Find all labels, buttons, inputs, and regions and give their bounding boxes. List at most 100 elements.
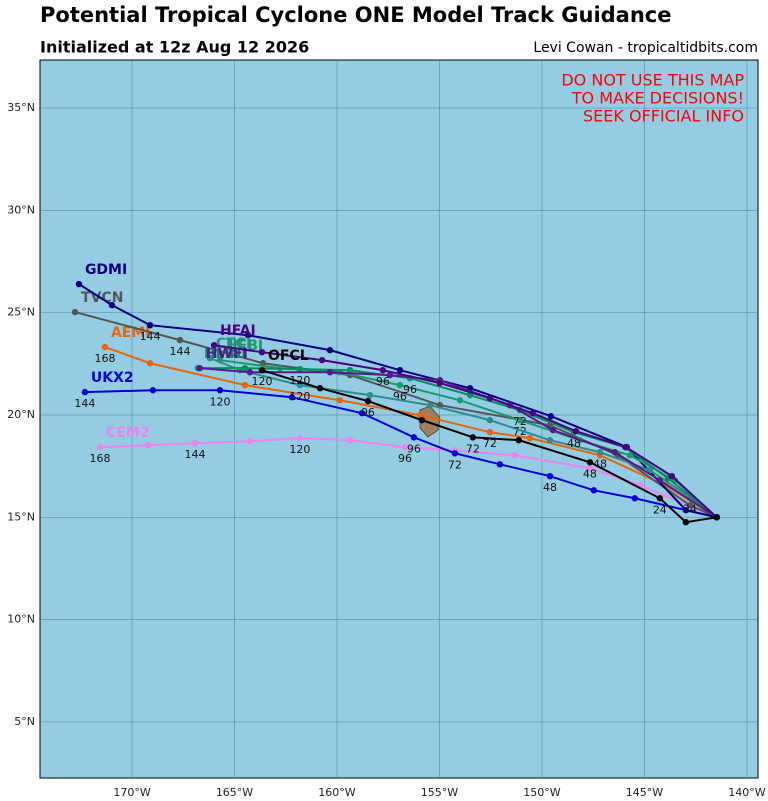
warning: SEEK OFFICIAL INFO: [583, 107, 744, 126]
track-point: [244, 332, 252, 339]
track-point: [546, 472, 554, 480]
track-point: [108, 301, 116, 309]
y-tick-label: 25°N: [7, 306, 35, 319]
track-point: [486, 395, 494, 402]
x-tick-label: 165°W: [216, 786, 253, 799]
track-point: [346, 366, 354, 374]
hour-label: 144: [74, 397, 95, 410]
track-point: [196, 364, 204, 372]
track-point: [326, 369, 334, 376]
map-frame: [39, 59, 759, 779]
track-line: [261, 369, 717, 524]
track-point: [296, 381, 304, 389]
hour-label: 144: [169, 345, 190, 358]
track-line: [84, 389, 718, 519]
track-point: [456, 397, 464, 404]
track-point: [418, 416, 426, 424]
track-point: [364, 397, 372, 405]
track-point: [241, 364, 249, 372]
track-point: [241, 381, 249, 389]
track-point: [486, 428, 494, 436]
hour-label: 96: [403, 383, 417, 396]
hour-label: 48: [567, 437, 581, 450]
track-point: [516, 416, 524, 424]
track-point: [713, 514, 721, 521]
y-tick-label: 30°N: [7, 203, 35, 216]
track-point: [258, 366, 266, 374]
y-tick-label: 35°N: [7, 101, 35, 114]
hour-label: 72: [483, 437, 497, 450]
track-point: [668, 472, 676, 480]
track-point: [526, 434, 534, 442]
track-point: [326, 346, 334, 354]
model-name: OFCL: [268, 348, 309, 364]
model-name: HWFI: [206, 346, 248, 362]
hour-label: 144: [184, 448, 205, 461]
title: Potential Tropical Cyclone ONE Model Tra…: [40, 3, 672, 27]
track-point: [316, 385, 324, 392]
y-tick-label: 20°N: [7, 408, 35, 421]
track-point: [346, 436, 354, 444]
track-point: [146, 321, 154, 329]
y-tick-label: 10°N: [7, 613, 35, 626]
track-point: [416, 412, 424, 419]
hour-label: 96: [361, 406, 375, 419]
track-point: [515, 436, 523, 444]
x-tick-label: 145°W: [626, 786, 663, 799]
track-point: [366, 391, 374, 399]
model-name: CEM2: [106, 425, 150, 441]
track-point: [631, 495, 639, 502]
track-point: [626, 452, 634, 459]
hour-label: 120: [209, 395, 230, 408]
hour-label: 72: [448, 458, 462, 471]
track-point: [379, 366, 387, 374]
hour-label: 24: [653, 503, 667, 516]
x-tick-label: 155°W: [421, 786, 458, 799]
y-tick-label: 5°N: [14, 715, 35, 728]
hour-label: 48: [543, 481, 557, 494]
track-point: [146, 360, 154, 367]
track-point: [258, 348, 266, 356]
track-point: [547, 413, 555, 420]
x-tick-label: 160°W: [318, 786, 355, 799]
hour-label: 168: [90, 452, 111, 465]
hour-label: 96: [398, 452, 412, 465]
track-point: [176, 336, 184, 344]
track-point: [486, 416, 494, 424]
credit: Levi Cowan - tropicaltidbits.com: [533, 40, 758, 56]
track-point: [246, 438, 254, 445]
track-point: [656, 477, 664, 484]
track-point: [646, 467, 654, 474]
track-point: [296, 434, 304, 442]
hour-label: 72: [513, 415, 527, 428]
hour-label: 48: [593, 457, 607, 470]
track-point: [682, 519, 690, 526]
track-point: [296, 365, 304, 373]
hour-label: 168: [94, 352, 115, 365]
model-name: CTCI: [216, 336, 251, 352]
track-point: [682, 506, 690, 514]
track-point: [586, 459, 594, 466]
hour-label: 120: [289, 390, 310, 403]
track-point: [149, 387, 157, 394]
model-name: GDMI: [85, 262, 127, 278]
track-point: [590, 487, 598, 494]
track-point: [410, 434, 418, 441]
model-name: UKX2: [91, 370, 134, 386]
subtitle: Initialized at 12z Aug 12 2026: [40, 38, 309, 57]
track-point: [288, 394, 296, 401]
track-point: [611, 449, 619, 456]
track-point: [686, 502, 694, 509]
hour-label: 96: [376, 375, 390, 388]
warning: DO NOT USE THIS MAP: [561, 71, 744, 90]
track-point: [469, 434, 477, 441]
track-point: [511, 452, 519, 459]
track-point: [216, 387, 224, 394]
hour-label: 96: [407, 442, 421, 455]
track-point: [210, 342, 218, 349]
hour-label: 120: [251, 375, 272, 388]
track-point: [426, 401, 434, 409]
model-name: HMNI: [204, 346, 247, 362]
